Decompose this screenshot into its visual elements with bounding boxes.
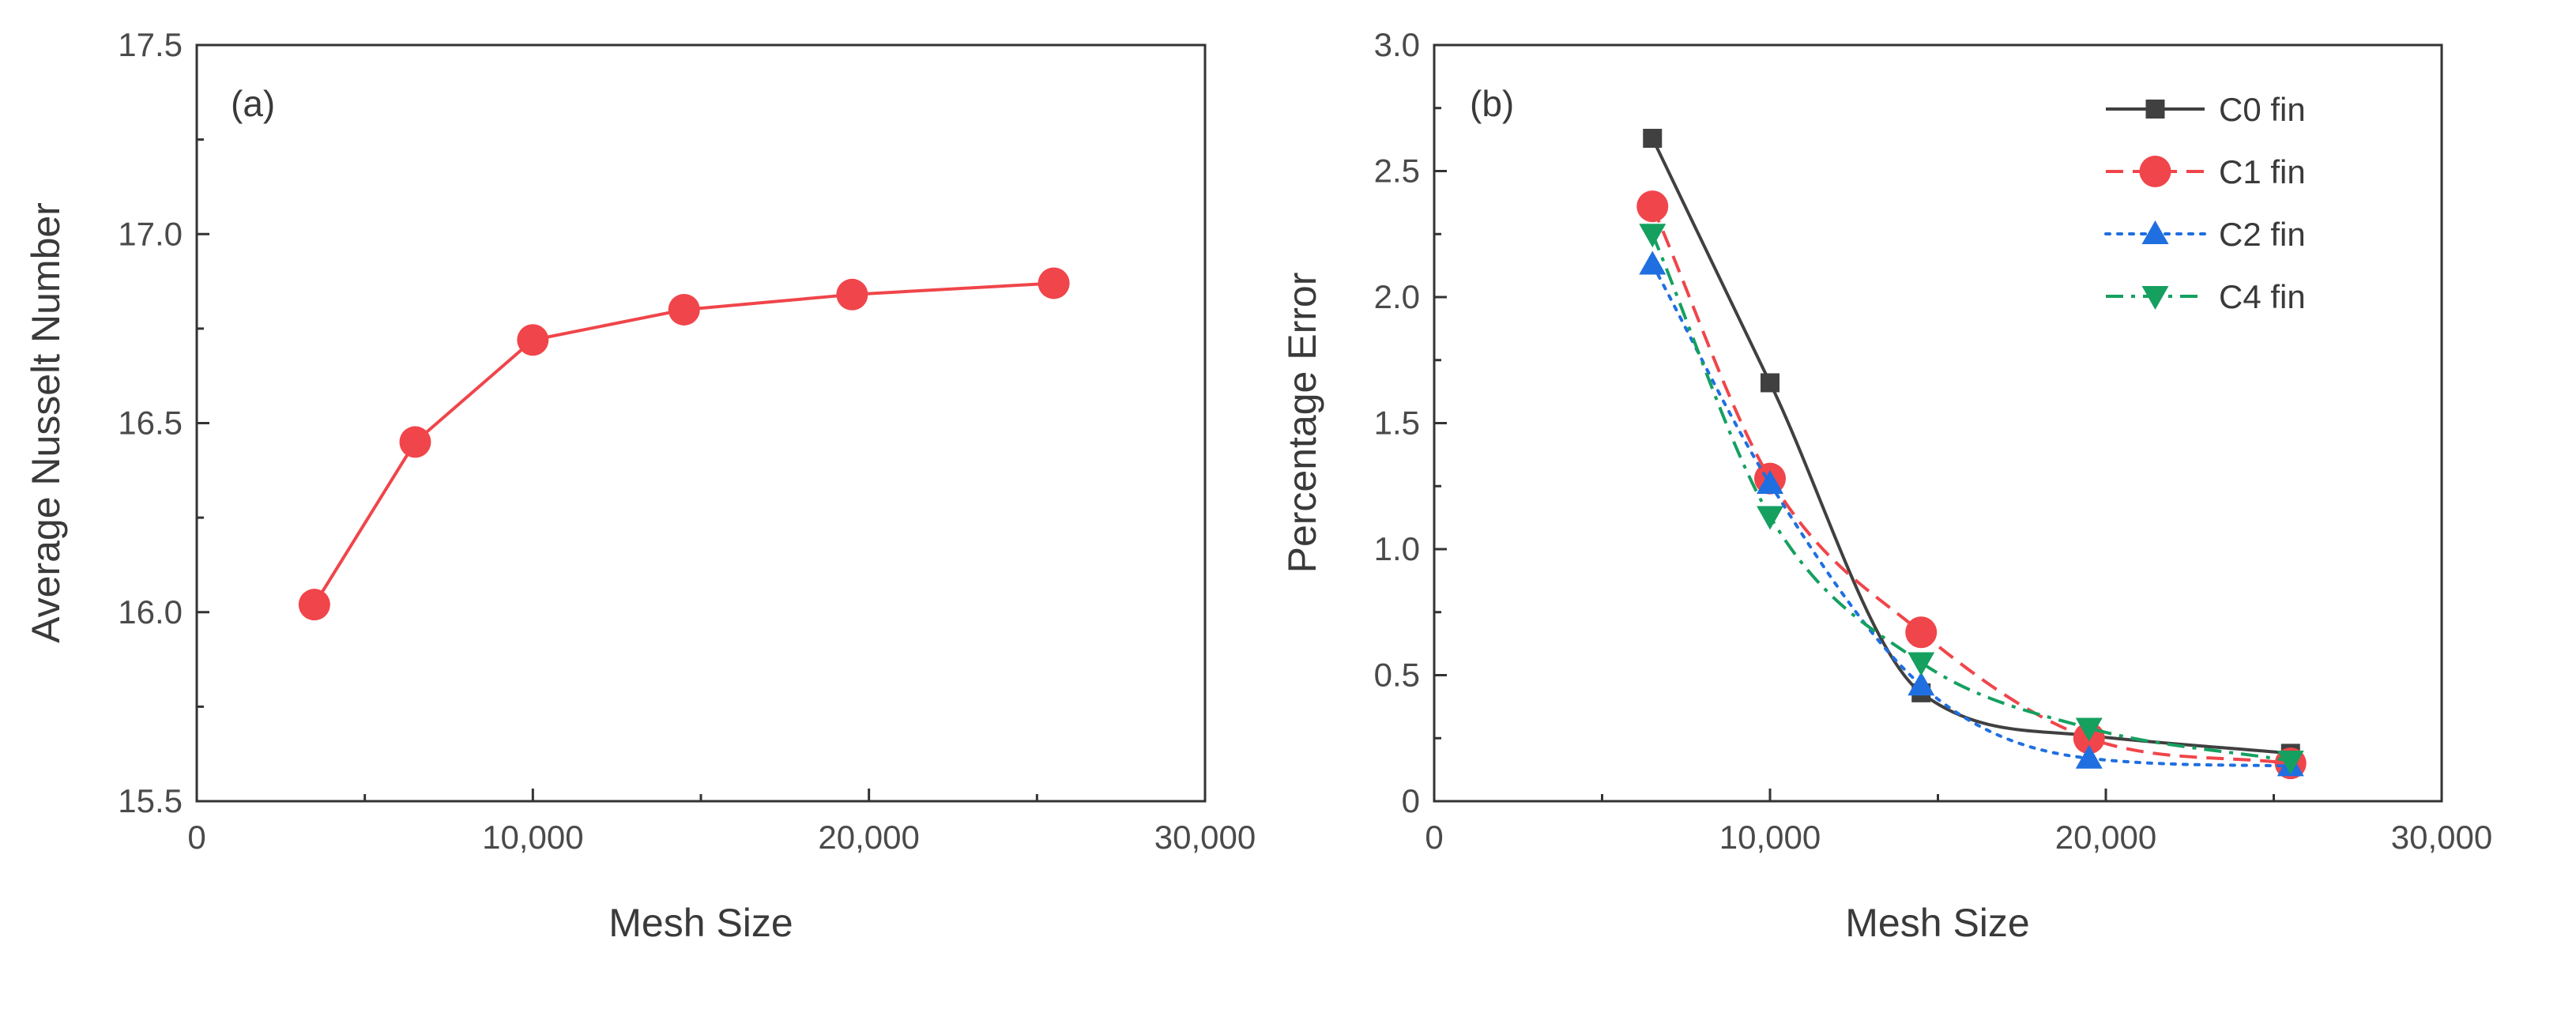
legend-marker xyxy=(2139,156,2171,187)
legend-item: C2 fin xyxy=(2104,216,2306,253)
legend-item: C0 fin xyxy=(2106,91,2306,128)
panel-a-label: (a) xyxy=(231,83,275,124)
panel-b-x-ticks: 0 10,000 20,000 30,000 xyxy=(1425,789,2492,856)
data-point xyxy=(1905,616,1938,649)
data-point xyxy=(1757,506,1783,530)
series-line xyxy=(1651,205,2291,766)
panel-a-y-axis-title: Average Nusselt Number xyxy=(24,202,68,643)
legend-label: C4 fin xyxy=(2219,278,2306,315)
data-point xyxy=(1761,373,1779,393)
x-tick-label: 10,000 xyxy=(482,819,583,856)
panel-a-plot-frame xyxy=(195,43,1207,803)
panel-b-series xyxy=(1636,129,2307,780)
panel-b-x-axis-title: Mesh Size xyxy=(1845,901,2029,945)
data-point xyxy=(1636,190,1669,223)
series-c4-fin xyxy=(1639,224,2304,774)
y-tick-label: 2.0 xyxy=(1374,278,1420,315)
series-line xyxy=(313,281,1054,606)
panel-b-y-ticks: 0 0.5 1.0 1.5 2.0 2.5 3.0 xyxy=(1374,26,1447,819)
panel-a-x-axis-title: Mesh Size xyxy=(608,901,793,945)
data-point xyxy=(1757,470,1783,495)
legend-item: C1 fin xyxy=(2106,153,2306,190)
data-point xyxy=(1639,250,1666,275)
data-point xyxy=(2075,744,2103,769)
x-tick-label: 20,000 xyxy=(2055,819,2156,856)
data-point xyxy=(2277,750,2304,774)
series-c2-fin xyxy=(1639,250,2304,777)
y-tick-label: 0.5 xyxy=(1374,657,1420,694)
legend-marker xyxy=(2141,286,2169,310)
data-point xyxy=(1908,652,1935,676)
data-point xyxy=(836,278,868,311)
y-tick-label: 1.0 xyxy=(1374,530,1420,567)
series-line xyxy=(1651,262,2292,768)
data-point xyxy=(399,426,431,458)
legend-marker xyxy=(2141,220,2169,244)
series-average-nusselt-number xyxy=(298,267,1070,621)
y-tick-label: 16.0 xyxy=(118,593,183,631)
data-point xyxy=(1908,672,1935,696)
x-tick-label: 30,000 xyxy=(2391,819,2492,856)
y-tick-label: 15.5 xyxy=(118,782,183,819)
series-c1-fin xyxy=(1636,190,2307,780)
panel-a-x-ticks: 0 10,000 20,000 30,000 xyxy=(187,789,1256,856)
data-point xyxy=(1639,224,1666,248)
x-tick-label: 0 xyxy=(187,819,205,856)
y-tick-label: 16.5 xyxy=(118,405,183,442)
y-tick-label: 1.5 xyxy=(1374,405,1420,442)
panel-a-nusselt-chart: (a) 0 10,000 20,000 30,000 15.5 16.0 16.5 17.0… xyxy=(24,26,1256,945)
panel-b-legend: C0 fin C1 fin C2 fin C4 fin xyxy=(2104,91,2306,315)
y-tick-label: 17.5 xyxy=(118,26,183,63)
series-line xyxy=(1651,233,2292,762)
panel-a-series xyxy=(298,267,1070,621)
data-point xyxy=(517,324,549,356)
data-point xyxy=(668,293,700,326)
x-tick-label: 10,000 xyxy=(1719,819,1821,856)
data-point xyxy=(1038,267,1070,299)
panel-b-label: (b) xyxy=(1470,83,1514,124)
x-tick-label: 0 xyxy=(1425,819,1443,856)
x-tick-label: 20,000 xyxy=(818,819,919,856)
panel-b-y-axis-title: Percentage Error xyxy=(1280,273,1324,574)
y-tick-label: 0 xyxy=(1402,782,1420,819)
legend-item: C4 fin xyxy=(2106,278,2306,315)
legend-label: C1 fin xyxy=(2219,153,2306,190)
panel-a-y-ticks: 15.5 16.0 16.5 17.0 17.5 xyxy=(118,26,209,819)
panel-b-error-chart: (b) 0 10,000 20,000 30,000 0 0.5 1.0 1.5 2.0 2.5… xyxy=(1280,26,2492,945)
series-c0-fin xyxy=(1643,129,2300,763)
x-tick-label: 30,000 xyxy=(1154,819,1256,856)
y-tick-label: 17.0 xyxy=(118,215,183,252)
legend-marker xyxy=(2145,100,2165,119)
data-point xyxy=(2075,717,2103,742)
y-tick-label: 2.5 xyxy=(1374,152,1420,190)
data-point xyxy=(1643,129,1663,149)
data-point xyxy=(298,589,330,621)
legend-label: C0 fin xyxy=(2219,91,2306,128)
legend-label: C2 fin xyxy=(2219,216,2306,253)
y-tick-label: 3.0 xyxy=(1374,26,1420,63)
